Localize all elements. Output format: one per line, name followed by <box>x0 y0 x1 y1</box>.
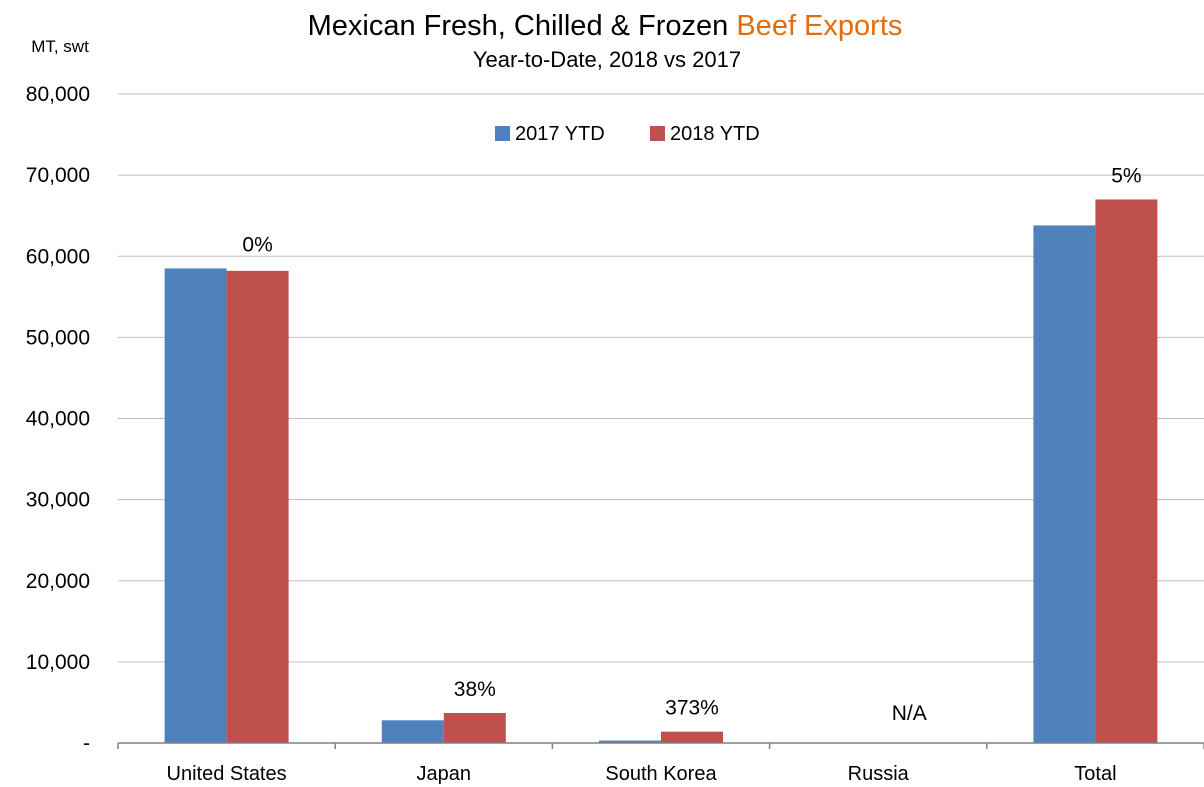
y-tick-label: 80,000 <box>26 83 90 106</box>
y-tick-label: 50,000 <box>26 326 90 349</box>
y-tick-label: 40,000 <box>26 408 90 431</box>
chart-title-highlight: Beef Exports <box>736 10 902 42</box>
chart-title-main: Mexican Fresh, Chilled & Frozen <box>308 10 737 42</box>
chart-subtitle: Year-to-Date, 2018 vs 2017 <box>473 47 741 72</box>
category-label: Total <box>1074 763 1116 785</box>
bar-annotation: 0% <box>242 233 272 256</box>
legend-swatch <box>650 126 665 141</box>
category-label: Japan <box>417 763 472 785</box>
y-tick-label: 20,000 <box>26 570 90 593</box>
y-tick-label: 70,000 <box>26 164 90 187</box>
bar <box>1033 225 1096 744</box>
gridlines <box>118 93 1204 663</box>
bars <box>164 199 1158 744</box>
bar-annotation: 373% <box>665 697 719 720</box>
bar <box>661 731 723 743</box>
bar <box>599 740 661 743</box>
y-tick-label: 10,000 <box>26 651 90 674</box>
y-tick-label: 30,000 <box>26 489 90 512</box>
bar <box>1095 199 1158 743</box>
bar-annotation: 5% <box>1111 164 1141 187</box>
y-axis-ticks: - 10,000 20,000 30,000 40,000 50,000 60,000 70,… <box>26 83 90 755</box>
legend-swatch <box>495 126 510 141</box>
bar-annotation: 38% <box>454 678 496 701</box>
chart-title: Mexican Fresh, Chilled & Frozen Beef Exp… <box>308 10 903 42</box>
bar <box>164 268 227 743</box>
category-label: South Korea <box>605 763 717 785</box>
legend-label: 2017 YTD <box>515 123 605 145</box>
category-label: United States <box>167 763 287 785</box>
category-label: Russia <box>848 763 910 785</box>
y-tick-label: - <box>83 732 90 755</box>
bar <box>443 712 506 743</box>
x-axis: United States Japan South Korea Russia Total <box>117 742 1204 785</box>
y-axis-label: MT, swt <box>31 37 89 56</box>
bar <box>226 270 289 743</box>
legend: 2017 YTD 2018 YTD <box>495 123 760 145</box>
legend-label: 2018 YTD <box>670 123 760 145</box>
y-tick-label: 60,000 <box>26 245 90 268</box>
bar-annotation: N/A <box>892 702 927 725</box>
bar <box>381 720 444 743</box>
bar-annotations: 0% 38% 373% N/A 5% <box>242 164 1141 725</box>
